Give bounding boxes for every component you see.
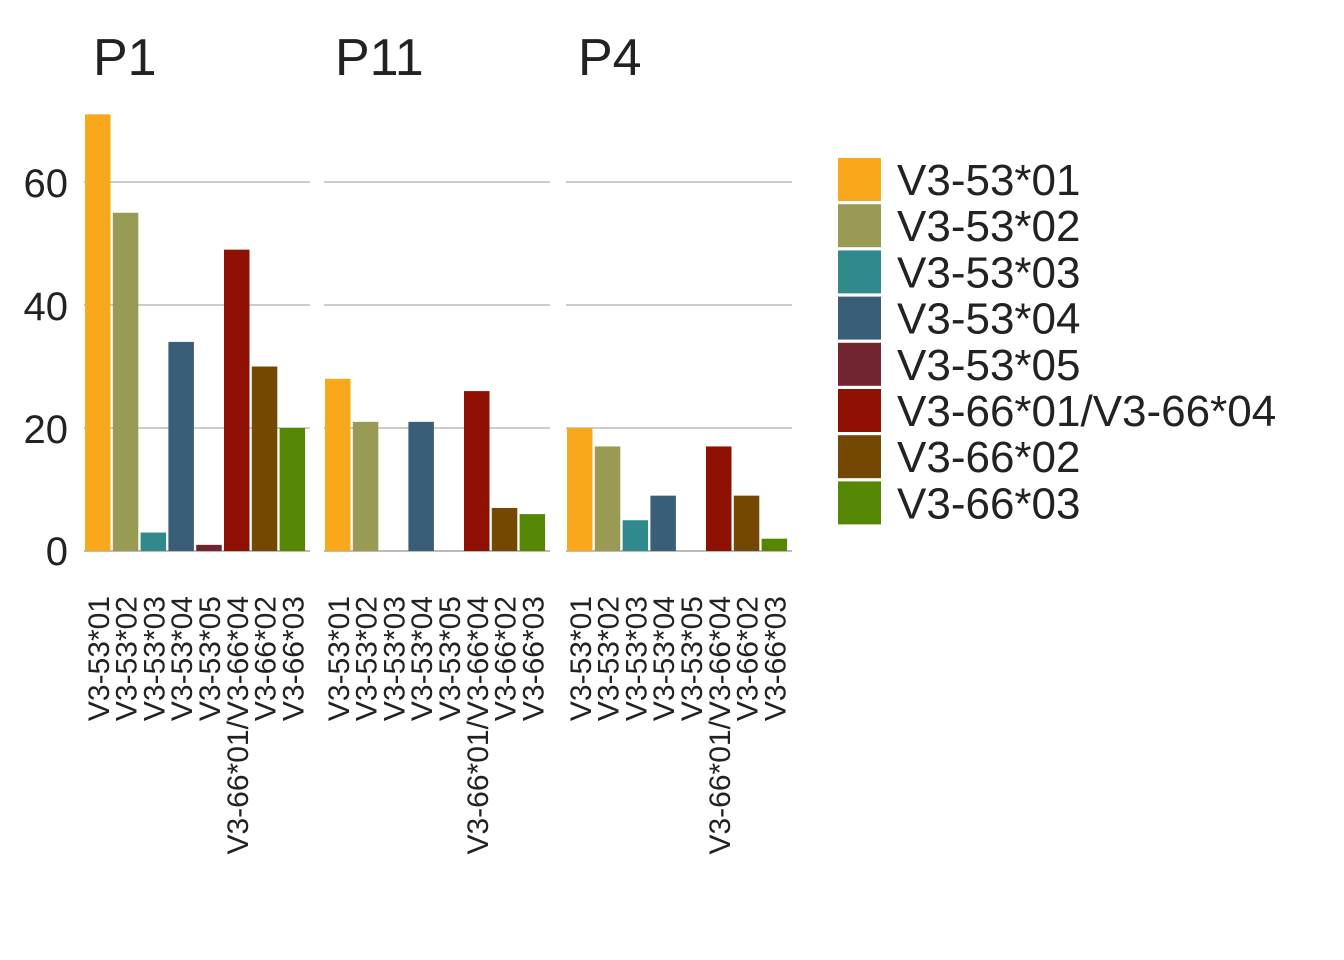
x-tick-label-p11-v3-66-02: V3-66*02 xyxy=(490,596,523,721)
bars-p4 xyxy=(567,428,788,551)
panel-title-p11: P11 xyxy=(335,29,424,87)
bar-p4-v3-53-02 xyxy=(594,446,621,551)
x-tick-label-p11-v3-53-04: V3-53*04 xyxy=(406,596,439,721)
x-tick-labels-p4: V3-53*01V3-53*02V3-53*03V3-53*04V3-53*05… xyxy=(565,596,793,855)
panel-title-p4: P4 xyxy=(578,29,642,87)
bar-p11-v3-66-02 xyxy=(491,507,518,551)
panel-p1: P1 V3-53*01V3-53*02V3-53*03V3-53*04V3-53… xyxy=(83,29,311,855)
bar-p11-v3-53-01 xyxy=(325,378,351,551)
bar-p4-v3-66-03 xyxy=(761,538,788,551)
legend-swatch-v3-66-03 xyxy=(838,481,881,525)
bar-p4-v3-53-04 xyxy=(650,495,676,551)
bar-p4-v3-53-01 xyxy=(567,428,593,551)
x-tick-label-p11-v3-53-01: V3-53*01 xyxy=(323,596,356,721)
bar-p1-v3-53-04 xyxy=(168,341,194,551)
x-tick-labels-p11: V3-53*01V3-53*02V3-53*03V3-53*04V3-53*05… xyxy=(323,596,551,855)
bar-p1-v3-53-02 xyxy=(112,212,139,551)
bar-p1-v3-53-03 xyxy=(140,532,167,551)
bar-p4-v3-53-03 xyxy=(622,520,649,551)
bar-p4-v3-66-02 xyxy=(733,495,760,551)
panel-p11: P11 V3-53*01V3-53*02V3-53*03V3-53*04V3-5… xyxy=(323,29,551,855)
x-tick-label-p1-v3-53-02: V3-53*02 xyxy=(111,596,144,721)
legend-label-v3-53-05: V3-53*05 xyxy=(897,341,1080,390)
y-tick-label-60: 60 xyxy=(24,162,69,206)
x-tick-label-p4-v3-53-04: V3-53*04 xyxy=(648,596,681,721)
bar-p11-v3-53-04 xyxy=(408,421,434,551)
x-tick-label-p1-v3-66-02: V3-66*02 xyxy=(250,596,283,721)
legend-swatch-v3-66-02 xyxy=(838,435,881,479)
x-tick-label-p11-v3-53-02: V3-53*02 xyxy=(351,596,384,721)
legend-label-v3-53-02: V3-53*02 xyxy=(897,202,1080,251)
x-tick-label-p4-v3-53-02: V3-53*02 xyxy=(593,596,626,721)
bars-p1 xyxy=(85,114,306,551)
legend-label-v3-53-04: V3-53*04 xyxy=(897,295,1080,344)
y-tick-label-40: 40 xyxy=(24,285,69,329)
bars-p11 xyxy=(325,378,546,551)
legend-swatch-v3-53-04 xyxy=(838,296,881,340)
legend-label-v3-66-02: V3-66*02 xyxy=(897,433,1080,482)
x-tick-label-p1-v3-53-03: V3-53*03 xyxy=(138,596,171,721)
x-tick-label-p1-v3-66-03: V3-66*03 xyxy=(277,596,310,721)
bar-p1-v3-66-03 xyxy=(279,428,306,551)
panel-p4: P4 V3-53*01V3-53*02V3-53*03V3-53*04V3-53… xyxy=(565,29,793,855)
y-axis: 0 20 40 60 xyxy=(24,162,69,574)
legend-swatch-v3-66-01-v3-66-04 xyxy=(838,389,881,432)
x-tick-label-p11-v3-53-03: V3-53*03 xyxy=(378,596,411,721)
bar-p1-v3-66-01-v3-66-04 xyxy=(224,249,250,551)
legend-swatch-v3-53-02 xyxy=(838,204,881,248)
x-tick-labels-p1: V3-53*01V3-53*02V3-53*03V3-53*04V3-53*05… xyxy=(83,596,311,855)
x-tick-label-p11-v3-53-05: V3-53*05 xyxy=(434,596,467,721)
bar-p1-v3-53-01 xyxy=(85,114,111,551)
y-tick-label-0: 0 xyxy=(46,530,68,574)
legend-label-v3-66-01-v3-66-04: V3-66*01/V3-66*04 xyxy=(897,387,1276,436)
legend-label-v3-53-03: V3-53*03 xyxy=(897,248,1080,297)
bar-p4-v3-66-01-v3-66-04 xyxy=(706,446,732,551)
x-tick-label-p11-v3-66-03: V3-66*03 xyxy=(517,596,550,721)
x-tick-label-p4-v3-53-05: V3-53*05 xyxy=(676,596,709,721)
y-tick-label-20: 20 xyxy=(24,408,69,452)
bar-p11-v3-53-02 xyxy=(352,421,379,551)
x-tick-label-p1-v3-66-01-v3-66-04: V3-66*01/V3-66*04 xyxy=(222,596,255,855)
x-tick-label-p4-v3-53-01: V3-53*01 xyxy=(565,596,598,721)
bar-p1-v3-53-05 xyxy=(196,544,222,551)
x-tick-label-p11-v3-66-01-v3-66-04: V3-66*01/V3-66*04 xyxy=(462,596,495,855)
x-tick-label-p1-v3-53-05: V3-53*05 xyxy=(194,596,227,721)
x-tick-label-p4-v3-53-03: V3-53*03 xyxy=(620,596,653,721)
legend: V3-53*01V3-53*02V3-53*03V3-53*04V3-53*05… xyxy=(838,156,1276,528)
x-tick-label-p4-v3-66-03: V3-66*03 xyxy=(759,596,792,721)
legend-label-v3-53-01: V3-53*01 xyxy=(897,156,1080,205)
x-tick-label-p4-v3-66-01-v3-66-04: V3-66*01/V3-66*04 xyxy=(704,596,737,855)
legend-swatch-v3-53-05 xyxy=(838,342,881,386)
bar-p11-v3-66-01-v3-66-04 xyxy=(464,391,490,551)
x-tick-label-p4-v3-66-02: V3-66*02 xyxy=(732,596,765,721)
legend-swatch-v3-53-01 xyxy=(838,158,881,201)
bar-p11-v3-66-03 xyxy=(519,514,546,551)
panel-title-p1: P1 xyxy=(93,29,157,87)
x-tick-label-p1-v3-53-04: V3-53*04 xyxy=(166,596,199,721)
legend-swatch-v3-53-03 xyxy=(838,250,881,294)
bar-p1-v3-66-02 xyxy=(251,366,278,551)
x-tick-label-p1-v3-53-01: V3-53*01 xyxy=(83,596,116,721)
legend-label-v3-66-03: V3-66*03 xyxy=(897,479,1080,528)
